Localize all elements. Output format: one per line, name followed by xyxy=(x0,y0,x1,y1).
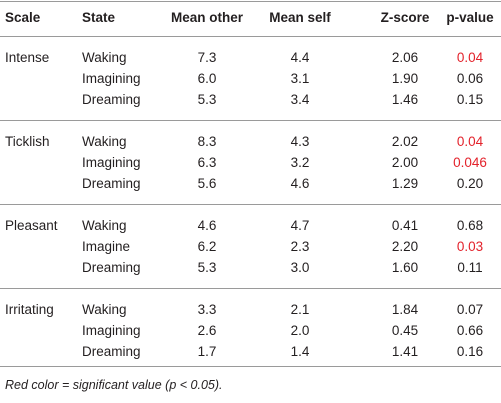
top-rule xyxy=(0,1,501,2)
value-cell: 0.68 xyxy=(456,218,484,233)
value-cell: 1.84 xyxy=(391,302,419,317)
state-cell: Dreaming xyxy=(82,176,141,191)
header-cell: p-value xyxy=(446,10,494,25)
state-cell: Dreaming xyxy=(82,92,141,107)
state-cell: Imagining xyxy=(82,155,141,170)
value-cell: 7.3 xyxy=(197,50,217,65)
header-cell: Scale xyxy=(5,10,41,25)
value-cell: 0.20 xyxy=(456,176,484,191)
value-cell: 4.4 xyxy=(290,50,310,65)
value-cell: 2.0 xyxy=(290,323,310,338)
scale-cell: Ticklish xyxy=(5,134,50,149)
value-cell: 6.3 xyxy=(197,155,217,170)
value-cell: 3.0 xyxy=(290,260,310,275)
value-cell: 3.1 xyxy=(290,71,310,86)
value-cell: 6.0 xyxy=(197,71,217,86)
state-cell: Waking xyxy=(82,302,127,317)
state-cell: Imagine xyxy=(82,239,131,254)
value-cell: 1.29 xyxy=(391,176,419,191)
value-cell: 0.04 xyxy=(456,50,484,65)
value-cell: 2.02 xyxy=(391,134,419,149)
value-cell: 5.3 xyxy=(197,260,217,275)
group-rule xyxy=(0,36,501,37)
value-cell: 3.3 xyxy=(197,302,217,317)
state-cell: Imagining xyxy=(82,71,141,86)
value-cell: 8.3 xyxy=(197,134,217,149)
scale-cell: Pleasant xyxy=(5,218,58,233)
value-cell: 1.46 xyxy=(391,92,419,107)
value-cell: 1.41 xyxy=(391,344,419,359)
state-cell: Imagining xyxy=(82,323,141,338)
bottom-rule xyxy=(0,366,501,367)
value-cell: 1.4 xyxy=(290,344,310,359)
value-cell: 0.45 xyxy=(391,323,419,338)
value-cell: 4.3 xyxy=(290,134,310,149)
value-cell: 4.6 xyxy=(197,218,217,233)
value-cell: 0.046 xyxy=(453,155,487,170)
header-cell: State xyxy=(82,10,116,25)
value-cell: 2.3 xyxy=(290,239,310,254)
value-cell: 3.2 xyxy=(290,155,310,170)
value-cell: 5.6 xyxy=(197,176,217,191)
value-cell: 0.06 xyxy=(456,71,484,86)
state-cell: Waking xyxy=(82,134,127,149)
footnote: Red color = significant value (p < 0.05)… xyxy=(5,378,223,392)
value-cell: 2.06 xyxy=(391,50,419,65)
value-cell: 2.00 xyxy=(391,155,419,170)
value-cell: 0.41 xyxy=(391,218,419,233)
header-cell: Mean other xyxy=(170,10,244,25)
value-cell: 5.3 xyxy=(197,92,217,107)
value-cell: 0.11 xyxy=(457,260,483,275)
scale-cell: Irritating xyxy=(5,302,54,317)
value-cell: 0.07 xyxy=(456,302,484,317)
value-cell: 4.6 xyxy=(290,176,310,191)
value-cell: 2.1 xyxy=(290,302,310,317)
value-cell: 0.04 xyxy=(456,134,484,149)
value-cell: 3.4 xyxy=(290,92,310,107)
group-rule xyxy=(0,120,501,121)
state-cell: Dreaming xyxy=(82,344,141,359)
value-cell: 0.66 xyxy=(456,323,484,338)
value-cell: 0.16 xyxy=(456,344,484,359)
header-cell: Z-score xyxy=(380,10,430,25)
value-cell: 6.2 xyxy=(197,239,217,254)
value-cell: 0.15 xyxy=(456,92,484,107)
value-cell: 1.90 xyxy=(391,71,419,86)
value-cell: 1.7 xyxy=(197,344,217,359)
scale-cell: Intense xyxy=(5,50,50,65)
value-cell: 1.60 xyxy=(391,260,419,275)
value-cell: 0.03 xyxy=(456,239,484,254)
state-cell: Waking xyxy=(82,218,127,233)
group-rule xyxy=(0,288,501,289)
state-cell: Dreaming xyxy=(82,260,141,275)
header-cell: Mean self xyxy=(269,10,331,25)
group-rule xyxy=(0,204,501,205)
state-cell: Waking xyxy=(82,50,127,65)
value-cell: 2.20 xyxy=(391,239,419,254)
value-cell: 2.6 xyxy=(197,323,217,338)
value-cell: 4.7 xyxy=(290,218,310,233)
